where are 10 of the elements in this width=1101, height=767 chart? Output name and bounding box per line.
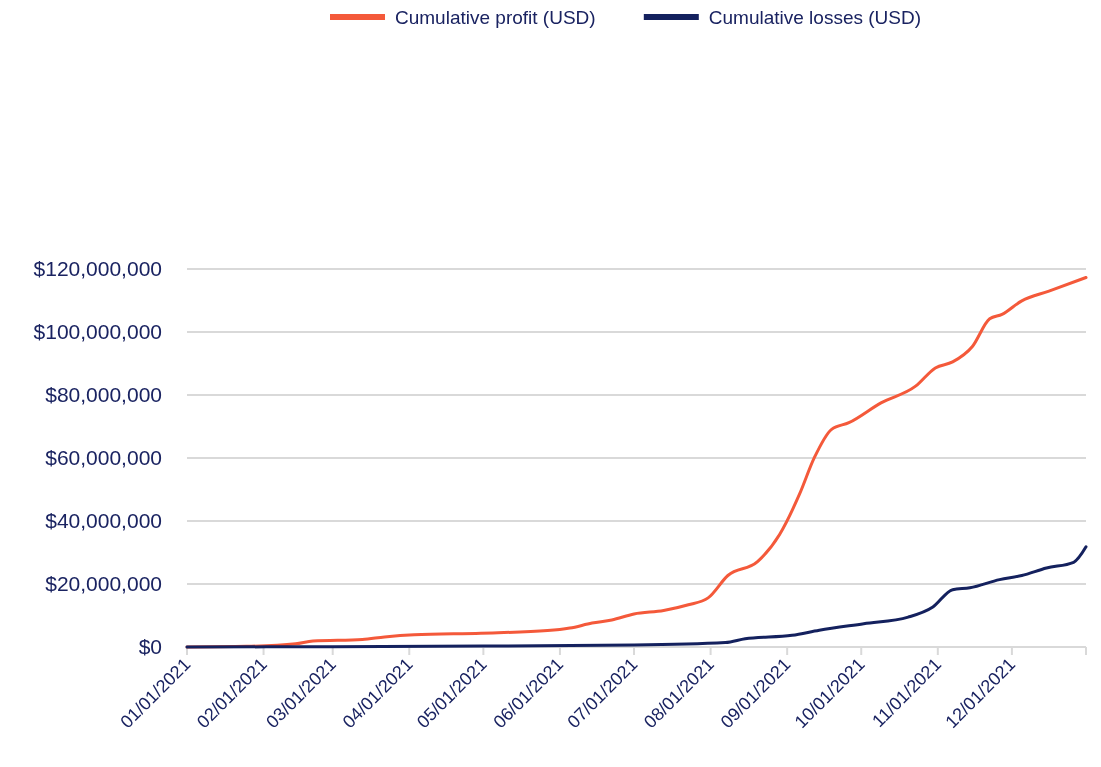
y-tick-label: $60,000,000 [45,446,162,470]
y-tick-label: $100,000,000 [33,320,162,344]
y-tick-label: $20,000,000 [45,572,162,596]
y-tick-label: $80,000,000 [45,383,162,407]
y-tick-label: $120,000,000 [33,257,162,281]
y-tick-label: $40,000,000 [45,509,162,533]
legend-label: Cumulative losses (USD) [708,6,922,28]
y-tick-label: $0 [138,635,162,659]
legend-label: Cumulative profit (USD) [395,6,596,28]
line-series [185,545,1088,649]
